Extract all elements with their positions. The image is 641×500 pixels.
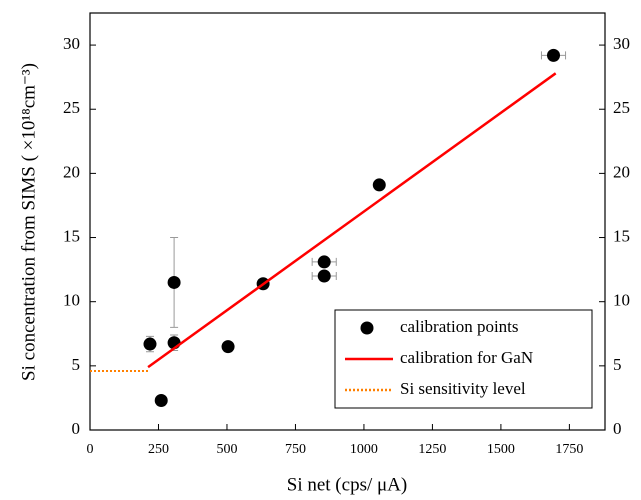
x-tick-label: 1000 [350,442,378,457]
data-point [167,275,181,289]
y-tick-label: 10 [63,291,80,310]
y-tick-label: 5 [72,355,81,374]
y-tick-label-right: 20 [613,162,630,181]
y-tick-label-right: 10 [613,291,630,310]
y-tick-label-right: 30 [613,34,630,53]
x-tick-label: 500 [216,442,237,457]
y-tick-label-right: 5 [613,355,622,374]
y-tick-label: 25 [63,98,80,117]
data-point [221,340,235,354]
series-line [147,72,557,369]
y-tick-label-right: 25 [613,98,630,117]
data-point [143,337,157,351]
y-tick-label-right: 0 [613,419,622,438]
y-tick-label-right: 15 [613,226,630,245]
legend-label: calibration points [400,317,519,336]
plot-frame [89,12,606,431]
y-tick-label: 15 [63,226,80,245]
x-tick-label: 1500 [487,442,515,457]
y-tick-label: 0 [72,419,81,438]
legend-label: calibration for GaN [400,348,533,367]
x-tick-label: 1250 [418,442,446,457]
legend-marker [360,321,374,335]
data-point [372,178,386,192]
legend-label: Si sensitivity level [400,379,526,398]
data-point [317,255,331,269]
x-tick-label: 250 [148,442,169,457]
x-tick-label: 750 [285,442,306,457]
data-point [154,393,168,407]
data-point [547,48,560,62]
y-axis-label: Si concentration from SIMS ( ×10¹⁸cm⁻³) [18,63,39,381]
x-axis-label: Si net (cps/ μA) [287,474,407,495]
y-tick-label: 20 [63,162,80,181]
data-point [317,269,331,283]
y-tick-label: 30 [63,34,80,53]
x-tick-label: 0 [87,442,94,457]
x-tick-label: 1750 [555,442,583,457]
